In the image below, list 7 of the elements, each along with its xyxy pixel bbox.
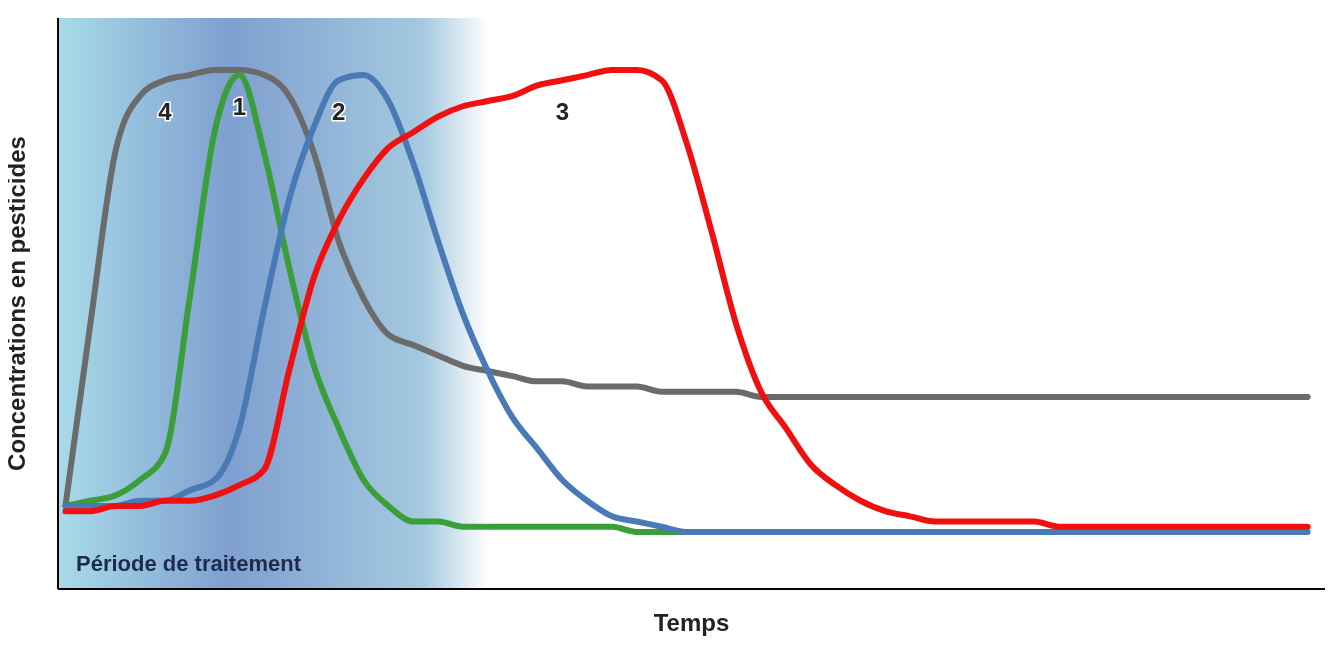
series-label: 3 (555, 98, 569, 126)
series-label: 1 (232, 93, 247, 121)
x-axis-title: Temps (653, 609, 730, 636)
annotation: Période de traitement (76, 551, 302, 576)
y-axis-title: Concentrations en pesticides (2, 136, 30, 471)
series-label: 4 (158, 98, 173, 126)
series-label: 2 (332, 98, 346, 126)
